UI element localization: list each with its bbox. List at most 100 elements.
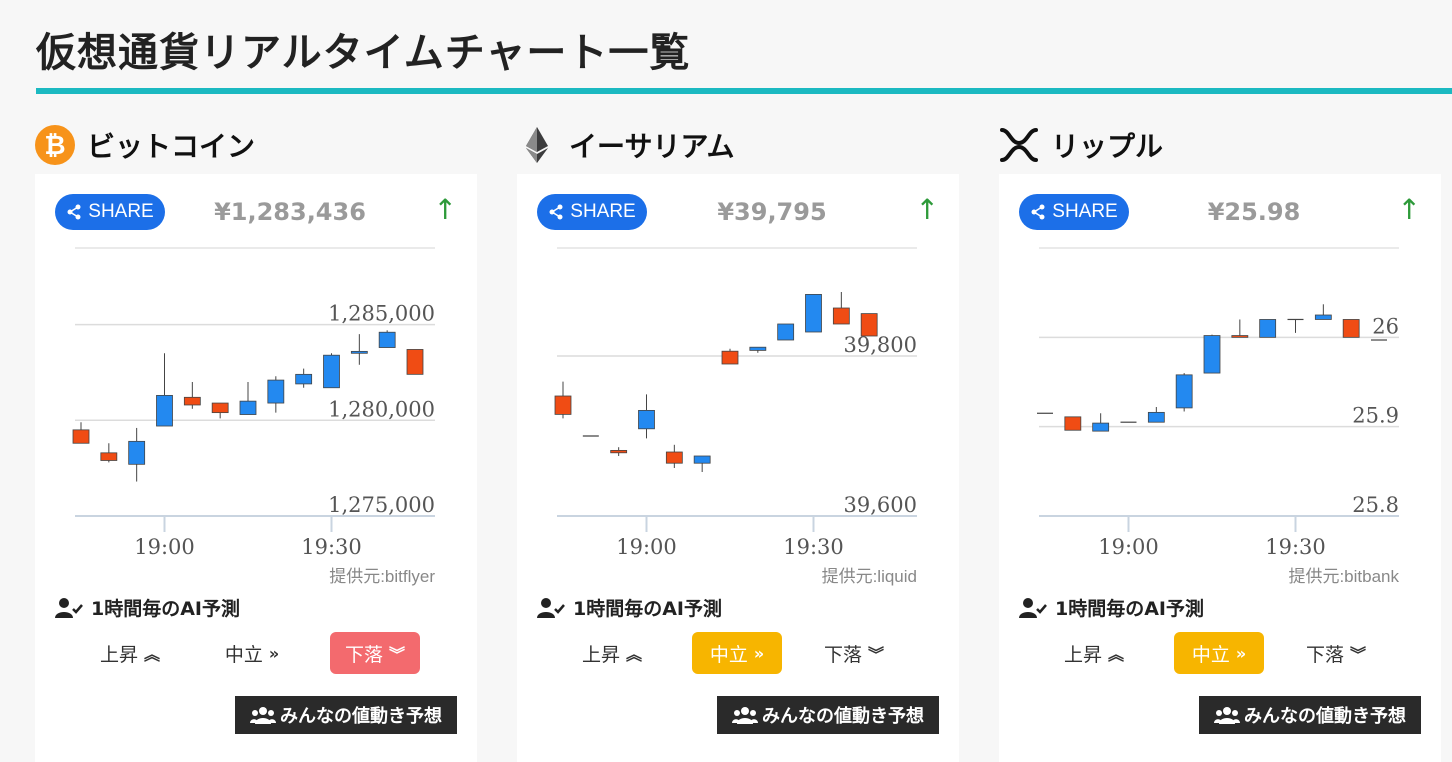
x-tick-label: 19:30 [301, 535, 362, 559]
candle-body [1259, 319, 1277, 338]
coin-card-bitcoin: ₿ ビットコイン SHARE ¥1,283,436 ↑ 1,285,000 1,2… [35, 122, 477, 762]
ai-prediction-label: 1時間毎のAI予測 [55, 594, 240, 621]
community-prediction-button[interactable]: みんなの値動き予想 [1199, 696, 1421, 734]
share-label: SHARE [1052, 201, 1118, 222]
prediction-fall-label: 下落 [1305, 643, 1344, 666]
candle-body [1064, 416, 1082, 431]
candle-body [749, 346, 767, 351]
share-icon [549, 204, 563, 220]
candle-body [100, 452, 118, 461]
y-tick-label: 39,600 [844, 493, 917, 517]
chevron-double-up-icon: ︽ [144, 645, 161, 664]
trend-up-icon: ↑ [1397, 193, 1421, 226]
candle-body [183, 396, 201, 406]
title-rule [36, 88, 1452, 94]
candle [1231, 319, 1249, 338]
candle-body [610, 449, 628, 454]
candle-body [323, 354, 340, 389]
coin-header: イーサリアム [517, 122, 734, 168]
candle [805, 294, 822, 333]
user-check-icon [1019, 597, 1047, 618]
candle-body [832, 307, 850, 325]
candle-body [777, 323, 795, 341]
candle [749, 346, 767, 353]
y-tick-label: 26 [1372, 314, 1399, 338]
community-prediction-button[interactable]: みんなの値動き予想 [235, 696, 457, 734]
trend-up-icon: ↑ [915, 193, 939, 226]
community-prediction-label: みんなの値動き予想 [280, 706, 442, 726]
price: ¥1,283,436 [214, 198, 366, 226]
candle [100, 443, 118, 463]
prediction-neutral-label: 中立 [1191, 643, 1230, 666]
coin-name: リップル [1051, 130, 1164, 163]
candle-body [693, 455, 711, 464]
chevron-double-right-icon: » [1235, 643, 1247, 663]
prediction-rise[interactable]: 上昇 ︽ [85, 632, 175, 674]
share-button[interactable]: SHARE [1019, 194, 1129, 230]
ripple-icon [999, 125, 1039, 165]
candle [1092, 413, 1110, 432]
candle [1259, 319, 1277, 338]
community-prediction-label: みんなの値動き予想 [1244, 706, 1406, 726]
prediction-fall[interactable]: 下落 ︾ [330, 632, 420, 674]
prediction-neutral-label: 中立 [709, 643, 748, 666]
prediction-neutral[interactable]: 中立» [1174, 632, 1264, 674]
community-prediction-button[interactable]: みんなの値動き予想 [717, 696, 939, 734]
candle [128, 427, 146, 482]
trend-up-icon: ↑ [433, 193, 457, 226]
candle-body [721, 350, 739, 365]
prediction-neutral[interactable]: 中立» [207, 632, 297, 674]
candlestick-chart: 39,800 39,600 19:00 19:30 [554, 247, 917, 559]
prediction-neutral-label: 中立 [224, 643, 263, 666]
share-button[interactable]: SHARE [55, 194, 165, 230]
prediction-fall[interactable]: 下落 ︾ [1291, 632, 1381, 674]
candle-body [638, 409, 655, 430]
prediction-fall[interactable]: 下落 ︾ [809, 632, 899, 674]
prediction-neutral[interactable]: 中立» [692, 632, 782, 674]
user-check-icon [55, 597, 83, 618]
coin-card-ethereum: イーサリアム SHARE ¥39,795 ↑ 39,800 39,600 19:00… [517, 122, 959, 762]
candle-body [805, 294, 822, 333]
prediction-rise-label: 上昇 [581, 643, 620, 666]
users-icon [250, 707, 276, 724]
candle [1314, 304, 1332, 320]
candle-body [267, 379, 285, 404]
data-provider: 提供元:bitbank [1288, 567, 1399, 586]
coin-card-body: SHARE ¥1,283,436 ↑ 1,285,000 1,280,000 1,2… [35, 174, 477, 762]
share-label: SHARE [570, 201, 636, 222]
price: ¥25.98 [1207, 198, 1301, 226]
candle [1287, 318, 1304, 333]
prediction-rise[interactable]: 上昇 ︽ [1049, 632, 1139, 674]
share-icon [1031, 204, 1045, 220]
candle-body [1231, 335, 1249, 338]
candle [295, 368, 313, 388]
candle-body [665, 451, 683, 464]
prediction-fall-label: 下落 [344, 643, 383, 666]
candle [554, 381, 572, 419]
prediction-rise[interactable]: 上昇 ︽ [567, 632, 657, 674]
chevron-double-down-icon: ︾ [389, 645, 406, 664]
y-tick-label: 39,800 [844, 333, 917, 357]
candle-body [211, 402, 229, 414]
candle [211, 402, 229, 419]
users-icon [1214, 707, 1240, 724]
candle-body [1147, 411, 1165, 423]
prediction-rise-label: 上昇 [99, 643, 138, 666]
candle [378, 330, 396, 348]
candle [1342, 319, 1360, 338]
share-button[interactable]: SHARE [537, 194, 647, 230]
candle-body [1203, 335, 1221, 374]
ai-prediction-text: 1時間毎のAI予測 [573, 598, 722, 620]
candle-body [350, 350, 368, 354]
chevron-double-right-icon: » [753, 643, 765, 663]
coin-card-body: SHARE ¥25.98 ↑ 26 25.9 25.8 19:00 19:30 提供元:… [999, 174, 1441, 762]
candle-body [128, 440, 146, 465]
coin-header: リップル [999, 122, 1163, 168]
candle-body [239, 400, 257, 415]
candle [1147, 407, 1165, 423]
candlestick-chart: 26 25.9 25.8 19:00 19:30 [1037, 247, 1399, 559]
users-icon [732, 707, 758, 724]
candle [1064, 416, 1082, 431]
share-label: SHARE [88, 201, 154, 222]
candle [183, 382, 201, 409]
